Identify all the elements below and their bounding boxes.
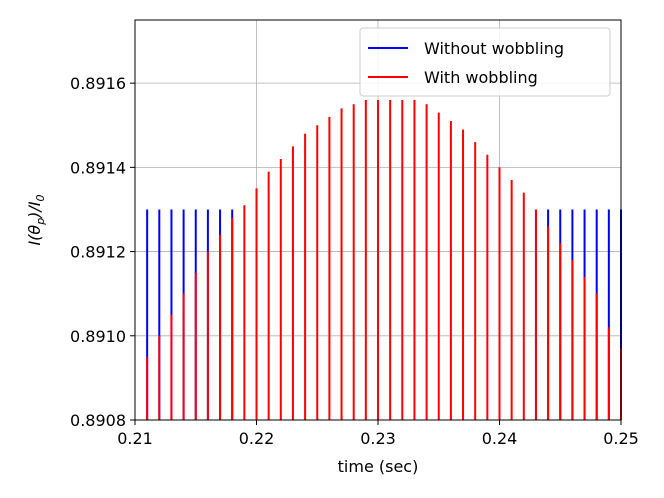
series-1 (146, 100, 622, 420)
x-tick-label: 0.23 (360, 429, 396, 448)
y-axis-label-sub1: p (34, 218, 47, 226)
x-tick-label: 0.22 (239, 429, 275, 448)
legend-box (359, 27, 611, 97)
y-tick-label: 0.8910 (70, 327, 126, 346)
y-axis-label-main: I(θ (25, 225, 44, 246)
legend-label-with-wobbling: With wobbling (424, 68, 538, 87)
y-axis-label-sub2: 0 (34, 194, 47, 201)
x-axis-label: time (sec) (338, 457, 419, 476)
tick-layer: 0.21 0.22 0.23 0.24 0.25 0.8908 0.8910 0.8912 0.… (70, 74, 639, 448)
y-tick-label: 0.8914 (70, 158, 126, 177)
x-tick-label: 0.24 (482, 429, 518, 448)
y-tick-label: 0.8916 (70, 74, 126, 93)
legend: Without wobbling With wobbling (359, 27, 611, 97)
y-axis-label: I(θp)/I0 (25, 194, 47, 245)
x-tick-label: 0.21 (117, 429, 153, 448)
y-tick-label: 0.8912 (70, 243, 126, 262)
legend-label-without-wobbling: Without wobbling (424, 39, 564, 58)
pulse-layer (146, 100, 622, 420)
y-tick-label: 0.8908 (70, 411, 126, 430)
y-axis-label-mid: )/I (25, 201, 44, 219)
x-tick-label: 0.25 (603, 429, 639, 448)
